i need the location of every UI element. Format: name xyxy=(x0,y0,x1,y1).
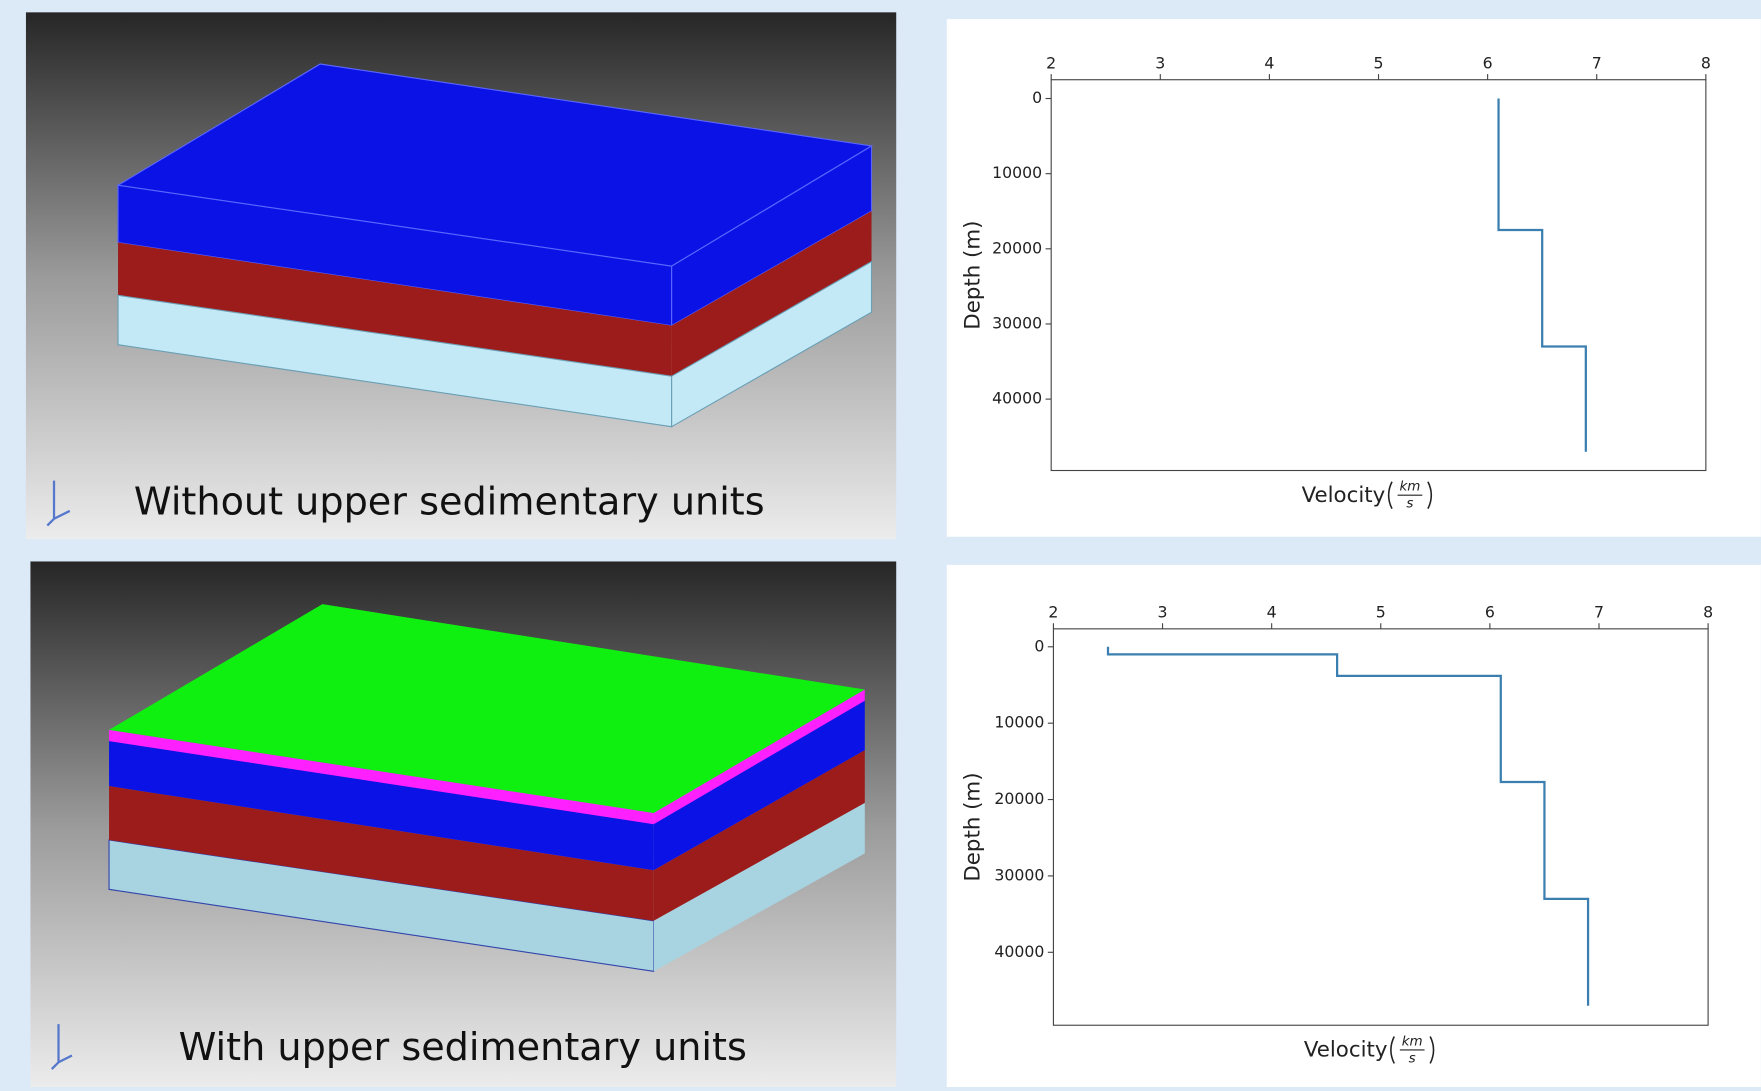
x-tick-label: 6 xyxy=(1485,603,1495,622)
unit-numerator: km xyxy=(1400,479,1421,495)
y-tick-label: 10000 xyxy=(994,713,1044,732)
model-render: With upper sedimentary units xyxy=(30,561,896,1087)
y-tick-label: 40000 xyxy=(992,389,1042,408)
x-tick-label: 8 xyxy=(1703,603,1713,622)
caption: With upper sedimentary units xyxy=(179,1026,747,1070)
chart-panel xyxy=(947,19,1761,537)
x-tick-label: 2 xyxy=(1048,603,1058,622)
x-tick-label: 8 xyxy=(1701,54,1711,73)
unit-denominator: s xyxy=(1409,1050,1416,1066)
chart-panel xyxy=(947,565,1761,1087)
y-tick-label: 40000 xyxy=(994,942,1044,961)
y-tick-label: 10000 xyxy=(992,163,1042,182)
x-tick-label: 4 xyxy=(1264,54,1274,73)
y-axis-label: Depth (m) xyxy=(960,221,985,330)
y-tick-label: 30000 xyxy=(992,313,1042,332)
y-tick-label: 20000 xyxy=(994,789,1044,808)
y-axis-label: Depth (m) xyxy=(960,772,985,881)
x-tick-label: 5 xyxy=(1376,603,1386,622)
x-tick-label: 3 xyxy=(1155,54,1165,73)
caption: Without upper sedimentary units xyxy=(134,480,765,524)
x-tick-label: 4 xyxy=(1267,603,1277,622)
x-tick-label: 7 xyxy=(1594,603,1604,622)
y-tick-label: 0 xyxy=(1032,88,1042,107)
x-axis-label: Velocity xyxy=(1302,483,1386,508)
x-tick-label: 7 xyxy=(1592,54,1602,73)
x-tick-label: 2 xyxy=(1046,54,1056,73)
unit-numerator: km xyxy=(1402,1033,1423,1049)
y-tick-label: 30000 xyxy=(994,865,1044,884)
x-tick-label: 5 xyxy=(1374,54,1384,73)
unit-denominator: s xyxy=(1406,496,1413,512)
y-tick-label: 20000 xyxy=(992,238,1042,257)
x-tick-label: 6 xyxy=(1483,54,1493,73)
x-axis-label: Velocity xyxy=(1304,1038,1388,1063)
figure: Without upper sedimentary units With upp… xyxy=(0,0,1761,1087)
x-tick-label: 3 xyxy=(1158,603,1168,622)
y-tick-label: 0 xyxy=(1034,636,1044,655)
model-render: Without upper sedimentary units xyxy=(26,12,896,539)
